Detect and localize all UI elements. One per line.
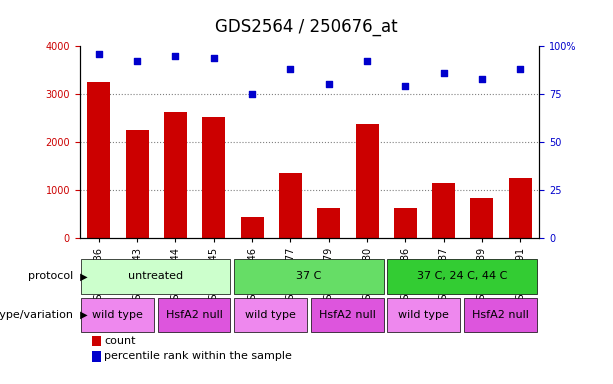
Point: [362, 58, 372, 65]
Text: wild type: wild type: [92, 310, 143, 320]
Point: [132, 58, 142, 65]
FancyBboxPatch shape: [387, 259, 537, 294]
Bar: [279, 173, 302, 238]
Bar: [164, 112, 187, 238]
Text: HsfA2 null: HsfA2 null: [166, 310, 223, 320]
Text: 37 C: 37 C: [296, 271, 322, 281]
Point: [286, 66, 295, 72]
Point: [516, 66, 525, 72]
Bar: [394, 208, 417, 238]
Bar: [509, 178, 531, 238]
Bar: [87, 82, 110, 238]
FancyBboxPatch shape: [158, 298, 230, 332]
Text: wild type: wild type: [245, 310, 296, 320]
Point: [94, 51, 104, 57]
Bar: [356, 124, 379, 238]
Bar: [126, 130, 148, 238]
Text: percentile rank within the sample: percentile rank within the sample: [104, 351, 292, 361]
Text: wild type: wild type: [398, 310, 449, 320]
Text: genotype/variation: genotype/variation: [0, 310, 74, 320]
Point: [477, 76, 487, 82]
FancyBboxPatch shape: [81, 298, 154, 332]
Point: [400, 83, 410, 89]
FancyBboxPatch shape: [234, 259, 384, 294]
Bar: [432, 183, 455, 238]
Bar: [318, 208, 340, 238]
FancyBboxPatch shape: [464, 298, 537, 332]
FancyBboxPatch shape: [311, 298, 384, 332]
Text: count: count: [104, 336, 135, 346]
FancyBboxPatch shape: [81, 259, 230, 294]
Text: protocol: protocol: [28, 271, 74, 281]
Text: GDS2564 / 250676_at: GDS2564 / 250676_at: [215, 18, 398, 36]
Text: ▶: ▶: [77, 271, 87, 281]
Text: HsfA2 null: HsfA2 null: [472, 310, 529, 320]
Text: untreated: untreated: [128, 271, 183, 281]
Point: [247, 91, 257, 97]
Text: ▶: ▶: [77, 310, 87, 320]
Text: HsfA2 null: HsfA2 null: [319, 310, 376, 320]
Point: [324, 81, 333, 88]
Point: [170, 53, 180, 59]
Point: [209, 55, 219, 61]
Text: 37 C, 24 C, 44 C: 37 C, 24 C, 44 C: [417, 271, 508, 281]
FancyBboxPatch shape: [387, 298, 460, 332]
Bar: [240, 217, 264, 238]
Bar: [92, 351, 101, 362]
FancyBboxPatch shape: [234, 298, 307, 332]
Point: [439, 70, 449, 76]
Bar: [471, 198, 493, 238]
Bar: [92, 336, 101, 346]
Bar: [202, 117, 226, 238]
